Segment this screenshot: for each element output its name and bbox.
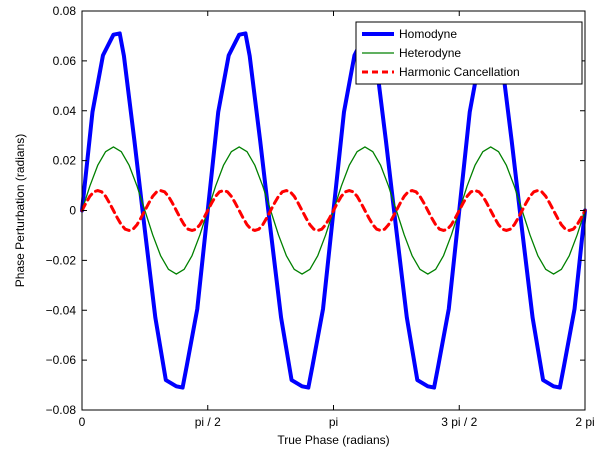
x-tick-label: 3 pi / 2	[441, 415, 477, 429]
series-line-harmonic-cancellation	[80, 189, 587, 232]
y-tick-label: −0.04	[46, 303, 77, 317]
y-tick-label: 0.02	[53, 154, 77, 168]
y-tick-label: 0.04	[53, 104, 77, 118]
legend-entry-label: Heterodyne	[399, 46, 461, 60]
y-tick-label: 0.08	[53, 4, 77, 18]
x-tick-label: 2 pi	[575, 415, 594, 429]
x-axis-label: True Phase (radians)	[277, 433, 389, 447]
y-axis-label: Phase Perturbation (radians)	[13, 134, 27, 287]
x-axis-ticks: 0 pi / 2 pi 3 pi / 2 2 pi	[79, 11, 595, 429]
y-tick-label: −0.08	[46, 403, 77, 417]
legend: Homodyne Heterodyne Harmonic Cancellation	[355, 21, 583, 85]
legend-entry-label: Homodyne	[399, 27, 457, 41]
legend-entry-label: Harmonic Cancellation	[399, 65, 520, 79]
x-tick-label: pi	[329, 415, 338, 429]
y-tick-label: 0.06	[53, 54, 77, 68]
y-tick-label: 0	[69, 204, 76, 218]
x-tick-label: 0	[79, 415, 86, 429]
x-tick-label: pi / 2	[195, 415, 221, 429]
y-tick-label: −0.02	[46, 253, 77, 267]
y-axis-ticks: 0.08 0.06 0.04 0.02 0 −0.02 −0.04 −0.06 −0.08	[46, 4, 585, 417]
y-tick-label: −0.06	[46, 353, 77, 367]
